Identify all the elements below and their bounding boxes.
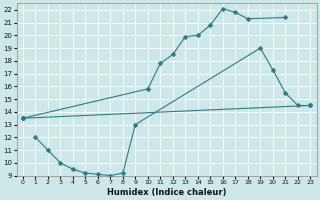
X-axis label: Humidex (Indice chaleur): Humidex (Indice chaleur) — [107, 188, 226, 197]
